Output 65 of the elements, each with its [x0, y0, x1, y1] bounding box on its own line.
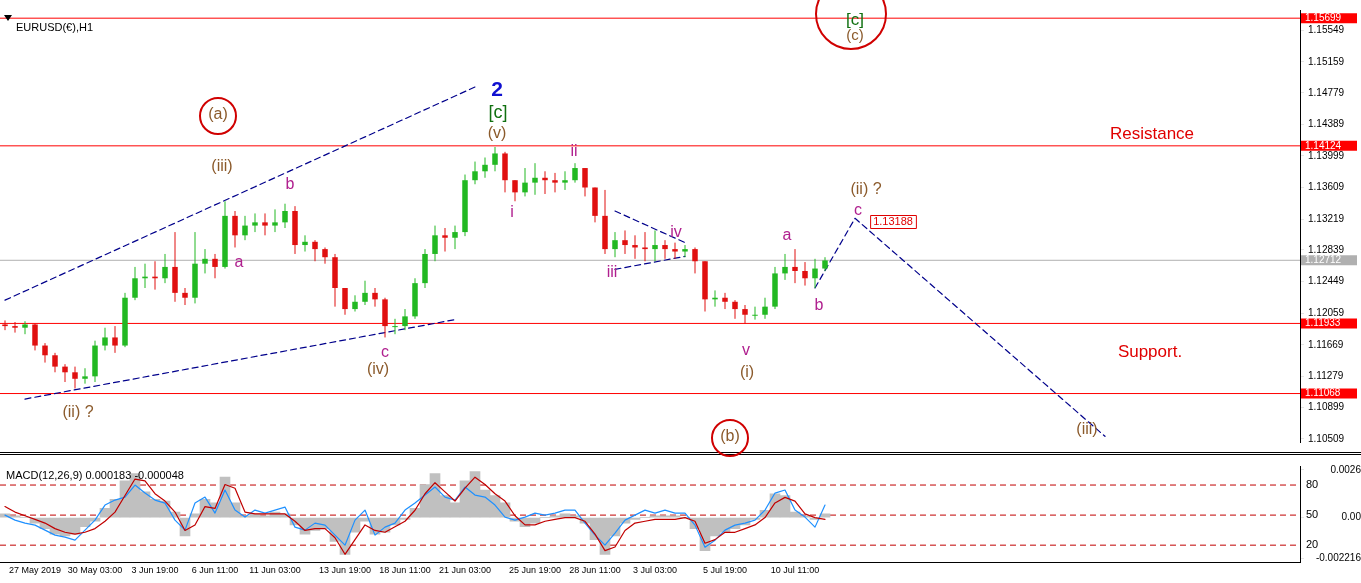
y-tick-label: 1.13609: [1308, 181, 1345, 193]
annotation: (iii): [1076, 420, 1098, 438]
x-tick-label: 18 Jun 11:00: [379, 565, 431, 576]
annotation: a: [234, 253, 244, 271]
x-tick-label: 3 Jun 19:00: [131, 565, 179, 576]
annotation: iii: [606, 263, 618, 281]
y2-tick-label: 80: [1306, 478, 1319, 491]
annotation: (b): [720, 427, 740, 445]
ref-line-label: 1.15699: [1305, 11, 1342, 23]
y-tick-label: 1.13219: [1308, 212, 1345, 224]
x-tick-label: 10 Jul 11:00: [770, 565, 820, 576]
annotation: (ii) ?: [850, 180, 882, 198]
annotation: 2: [491, 76, 503, 100]
x-tick-label: 13 Jun 19:00: [318, 565, 372, 576]
x-tick-label: 28 Jun 11:00: [569, 565, 621, 576]
annotation: 1.13188: [873, 215, 913, 228]
x-tick-label: 5 Jul 19:00: [702, 565, 748, 576]
y-tick-label: 1.12449: [1308, 275, 1345, 287]
x-tick-label: 21 Jun 03:00: [438, 565, 492, 576]
annotation: Resistance: [1109, 123, 1195, 143]
y-tick-label: 1.11279: [1308, 370, 1344, 382]
annotation: (a): [208, 105, 228, 123]
y-tick-label: 1.14779: [1308, 86, 1345, 98]
ref-line-label: 1.11068: [1305, 387, 1341, 399]
chart-title: MACD(12,26,9) 0.000183 -0.000048: [6, 469, 184, 482]
y-tick-label: 1.12839: [1308, 243, 1345, 255]
annotation: [c]: [488, 101, 508, 122]
y-tick-label: 1.15159: [1308, 55, 1345, 67]
y-tick-label: -0.002216: [1315, 552, 1361, 564]
y2-tick-label: 50: [1306, 508, 1319, 521]
y-tick-label: 0.0026: [1330, 463, 1361, 475]
y-tick-label: 1.12059: [1308, 306, 1345, 318]
annotation: v: [742, 341, 750, 359]
x-tick-label: 11 Jun 03:00: [249, 565, 301, 576]
y-tick-label: 1.13999: [1308, 149, 1345, 161]
annotation: i: [510, 203, 514, 221]
annotation: b: [285, 175, 295, 193]
annotation: iv: [670, 223, 682, 241]
annotation: Support.: [1117, 341, 1183, 361]
annotation: (v): [487, 124, 507, 142]
ref-line-label: 1.14124: [1305, 139, 1342, 151]
annotation: (ii) ?: [62, 403, 94, 421]
y-tick-label: 1.10509: [1308, 432, 1345, 444]
annotation: (iii): [211, 157, 233, 175]
annotation: c: [854, 201, 862, 219]
y-tick-label: 1.10899: [1308, 400, 1345, 412]
annotation: (iv): [366, 360, 390, 378]
x-tick-label: 30 May 03:00: [67, 565, 123, 576]
x-tick-label: 27 May 2019: [8, 565, 62, 576]
x-tick-label: 25 Jun 19:00: [508, 565, 562, 576]
ref-line-label: 1.11933: [1305, 317, 1341, 329]
annotation: a: [782, 226, 792, 244]
x-tick-label: 6 Jun 11:00: [191, 565, 239, 576]
y-tick-label: 0.00: [1341, 511, 1361, 523]
annotation: ii: [570, 142, 578, 160]
y-tick-label: 1.11669: [1308, 338, 1344, 350]
annotation: b: [814, 296, 824, 314]
y-tick-label: 1.15549: [1308, 24, 1345, 36]
ref-line-label: 1.12712: [1305, 254, 1342, 266]
y2-tick-label: 20: [1306, 538, 1319, 551]
x-tick-label: 3 Jul 03:00: [632, 565, 678, 576]
annotation: (i): [739, 363, 755, 381]
annotation: c: [381, 343, 389, 361]
y-tick-label: 1.14389: [1308, 118, 1345, 130]
text: EURUSD(€),H1: [16, 21, 94, 34]
